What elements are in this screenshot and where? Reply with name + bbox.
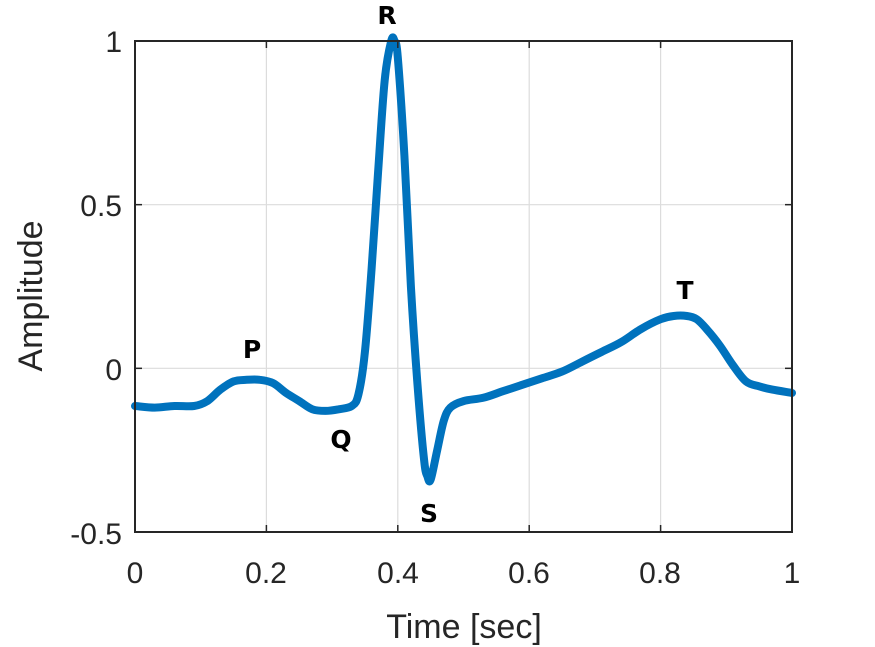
plot-area — [135, 41, 792, 532]
x-tick-label-0-8: 0.8 — [639, 557, 681, 590]
y-tick-label-0: 0 — [105, 354, 122, 387]
axes-box — [134, 40, 793, 533]
x-axis-label: Time [sec] — [386, 608, 542, 646]
y-tick-label-neg-0-5: -0.5 — [70, 518, 122, 551]
ecg-signal-line — [131, 33, 796, 486]
x-tick-label-0-4: 0.4 — [377, 557, 419, 590]
y-axis-label: Amplitude — [12, 220, 50, 371]
p-wave-label: P — [243, 335, 261, 364]
s-wave-label: S — [420, 499, 438, 528]
tick-marks — [134, 40, 793, 533]
grid-lines — [135, 41, 792, 532]
y-tick-label-1: 1 — [105, 26, 122, 59]
x-tick-label-0-6: 0.6 — [508, 557, 550, 590]
t-wave-label: T — [676, 276, 693, 305]
x-tick-label-1: 1 — [784, 557, 801, 590]
q-wave-label: Q — [330, 425, 351, 454]
x-tick-label-0: 0 — [127, 557, 144, 590]
r-wave-label: R — [377, 1, 396, 30]
y-tick-label-0-5: 0.5 — [80, 190, 122, 223]
x-tick-label-0-2: 0.2 — [245, 557, 287, 590]
